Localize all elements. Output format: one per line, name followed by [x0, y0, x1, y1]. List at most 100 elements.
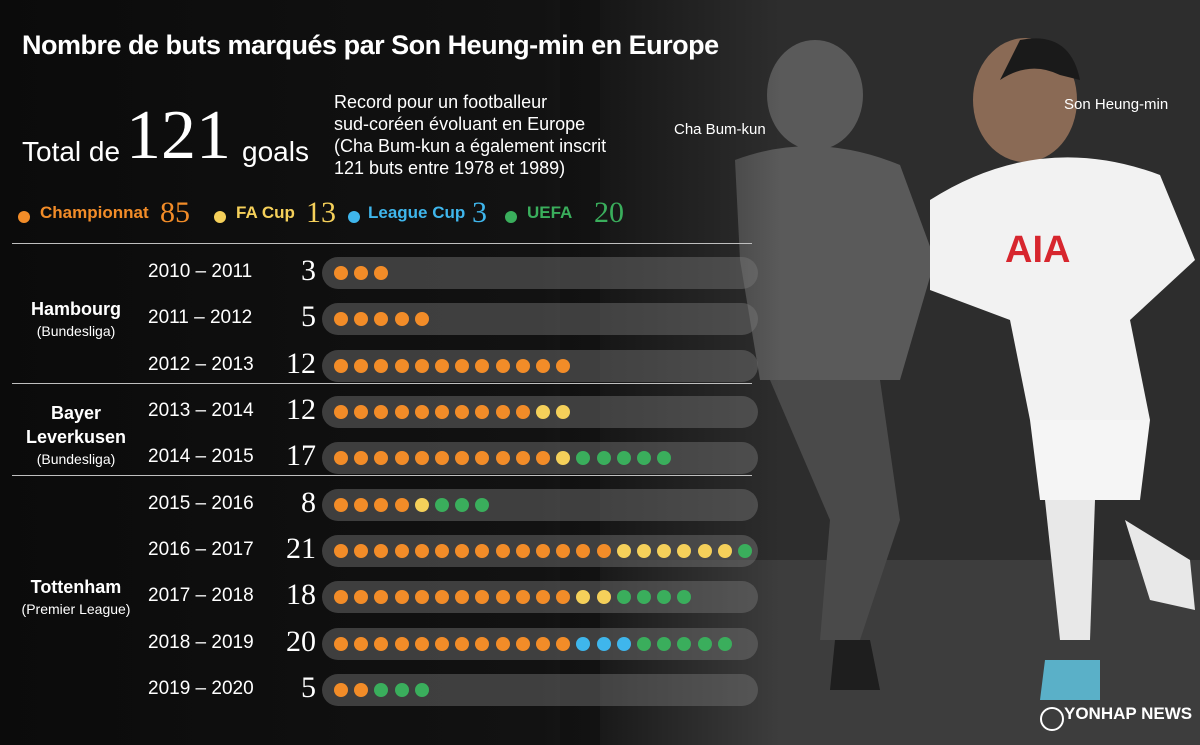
- goal-dot-championnat: [354, 405, 369, 420]
- goal-dot-championnat: [556, 590, 571, 605]
- goal-dot-uefa: [596, 451, 611, 466]
- goal-dot-championnat: [414, 636, 429, 651]
- goal-dot-uefa: [394, 682, 409, 697]
- goal-dot-uefa: [475, 497, 490, 512]
- legend-label: UEFA: [527, 203, 573, 222]
- goal-dot-championnat: [334, 543, 348, 558]
- goal-dot-championnat: [536, 358, 550, 373]
- goal-dot-fa-cup: [536, 405, 550, 420]
- goal-dot-championnat: [475, 590, 490, 605]
- goal-dots-track: [322, 303, 758, 336]
- goal-dot-uefa: [657, 636, 672, 651]
- goal-dot-championnat: [394, 312, 409, 327]
- goal-dot-championnat: [334, 682, 348, 697]
- goal-dot-uefa: [677, 636, 692, 651]
- record-note-line: (Cha Bum-kun a également inscrit: [334, 136, 607, 156]
- season-total: 8: [301, 485, 316, 519]
- goal-dot-championnat: [455, 405, 470, 420]
- goal-dot-championnat: [475, 543, 490, 558]
- goal-dot-championnat: [334, 451, 348, 466]
- club-league: (Bundesliga): [36, 451, 116, 468]
- goal-dot-fa-cup: [556, 451, 571, 466]
- goal-dot-championnat: [354, 590, 369, 605]
- goal-dot-championnat: [414, 590, 429, 605]
- goal-dots-track: [322, 396, 758, 429]
- goal-dot-championnat: [435, 405, 449, 420]
- legend-total: 13: [306, 196, 336, 229]
- goal-dot-championnat: [374, 358, 389, 373]
- goal-dots-track: [322, 534, 758, 567]
- goal-dot-uefa: [677, 590, 692, 605]
- goal-dot-championnat: [536, 543, 550, 558]
- goal-dot-championnat: [374, 312, 389, 327]
- season-label: 2013 – 2014: [148, 400, 254, 422]
- season-total: 3: [301, 254, 316, 288]
- legend-total: 3: [472, 196, 487, 229]
- goal-dot-championnat: [515, 405, 530, 420]
- record-note-line: Record pour un footballeur: [334, 92, 548, 112]
- goal-dot-championnat: [354, 497, 369, 512]
- season-total: 20: [286, 624, 316, 658]
- goal-dots-track: [322, 488, 758, 521]
- goal-dot-championnat: [414, 451, 429, 466]
- svg-text:AIA: AIA: [1005, 229, 1070, 271]
- goal-dot-championnat: [515, 590, 530, 605]
- goal-dot-championnat: [596, 543, 611, 558]
- goal-dot-championnat: [495, 451, 510, 466]
- goal-dot-uefa: [657, 451, 672, 466]
- goal-dot-championnat: [374, 266, 389, 281]
- goal-dot-fa-cup: [576, 590, 591, 605]
- season-label: 2010 – 2011: [148, 261, 253, 283]
- goal-dot-championnat: [435, 543, 449, 558]
- son-heung-min-figure: AIA: [930, 38, 1195, 700]
- goal-dot-championnat: [394, 543, 409, 558]
- season-label: 2014 – 2015: [148, 446, 254, 468]
- legend-label: FA Cup: [236, 203, 295, 222]
- club-name: Leverkusen: [25, 427, 127, 448]
- season-label: 2019 – 2020: [148, 677, 254, 699]
- club-name: Tottenham: [30, 577, 122, 598]
- goal-dot-uefa: [738, 543, 752, 558]
- cha-bum-kun-figure: [735, 40, 935, 690]
- season-label: 2016 – 2017: [148, 538, 254, 560]
- legend-dot: [214, 211, 226, 223]
- goal-dots-track: [322, 349, 758, 382]
- brand-logo-text: YONHAP NEWS: [1064, 704, 1193, 723]
- record-note-line: sud-coréen évoluant en Europe: [334, 114, 586, 134]
- club-block: Tottenham (Premier League): [12, 575, 140, 619]
- goal-dot-uefa: [697, 636, 712, 651]
- goal-dot-championnat: [354, 358, 369, 373]
- goal-dot-fa-cup: [637, 543, 651, 558]
- goal-dot-fa-cup: [414, 497, 429, 512]
- season-label: 2018 – 2019: [148, 631, 254, 653]
- goal-dot-championnat: [435, 358, 449, 373]
- goal-dot-league-cup: [616, 636, 631, 651]
- goal-dot-championnat: [354, 451, 369, 466]
- goal-dots-track: [322, 442, 758, 475]
- photo-label-son: Son Heung-min: [1064, 96, 1169, 113]
- goal-dot-championnat: [394, 405, 409, 420]
- goal-dot-championnat: [374, 497, 389, 512]
- goal-dot-uefa: [637, 451, 651, 466]
- goal-dot-uefa: [576, 451, 591, 466]
- season-total: 5: [301, 670, 316, 704]
- goal-dot-championnat: [556, 358, 571, 373]
- photo-label-cha: Cha Bum-kun: [674, 121, 766, 138]
- goal-dot-championnat: [334, 312, 348, 327]
- goal-dot-championnat: [354, 682, 369, 697]
- goal-dot-championnat: [455, 636, 470, 651]
- goal-dot-championnat: [515, 451, 530, 466]
- goal-dot-championnat: [475, 451, 490, 466]
- goal-dot-uefa: [435, 497, 449, 512]
- goal-dot-championnat: [394, 497, 409, 512]
- goal-dots-track: [322, 673, 758, 706]
- goal-dot-championnat: [576, 543, 591, 558]
- goal-dot-fa-cup: [556, 405, 571, 420]
- goal-dot-fa-cup: [616, 543, 631, 558]
- goal-dot-championnat: [495, 636, 510, 651]
- goal-dots-track: [322, 257, 758, 290]
- club-block: Hambourg (Bundesliga): [12, 297, 140, 341]
- goal-dot-championnat: [536, 636, 550, 651]
- goal-dot-championnat: [334, 636, 348, 651]
